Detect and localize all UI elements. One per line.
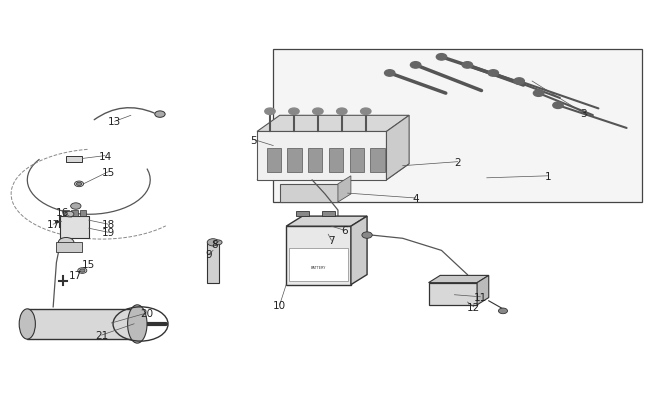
Text: 16: 16 <box>57 208 70 217</box>
Ellipse shape <box>20 309 35 339</box>
Text: 3: 3 <box>580 109 587 119</box>
Circle shape <box>337 109 347 115</box>
Circle shape <box>80 269 85 273</box>
Polygon shape <box>273 50 642 202</box>
Text: 20: 20 <box>140 308 153 318</box>
Text: 9: 9 <box>205 250 212 260</box>
Bar <box>289 249 348 281</box>
Text: 21: 21 <box>95 330 109 340</box>
Text: 17: 17 <box>69 270 83 280</box>
Text: 5: 5 <box>250 135 257 145</box>
Circle shape <box>436 55 447 61</box>
Circle shape <box>71 203 81 210</box>
Bar <box>308 148 322 173</box>
Bar <box>57 243 83 253</box>
Text: 18: 18 <box>101 220 115 230</box>
Bar <box>27 309 137 339</box>
Circle shape <box>534 91 544 97</box>
Text: BATTERY: BATTERY <box>311 265 326 269</box>
Circle shape <box>361 109 371 115</box>
Bar <box>72 211 78 217</box>
Text: 1: 1 <box>545 171 552 181</box>
Text: 19: 19 <box>101 228 115 238</box>
Bar <box>80 211 86 217</box>
Bar <box>207 243 219 283</box>
Circle shape <box>488 70 499 77</box>
Bar <box>280 184 338 202</box>
Bar <box>329 148 343 173</box>
Circle shape <box>289 109 299 115</box>
Bar <box>296 212 309 217</box>
Circle shape <box>362 232 372 239</box>
Polygon shape <box>387 116 409 180</box>
Bar <box>370 148 385 173</box>
Bar <box>428 283 477 305</box>
Ellipse shape <box>127 305 147 343</box>
Circle shape <box>265 109 275 115</box>
Text: 15: 15 <box>82 260 96 270</box>
Polygon shape <box>257 164 409 180</box>
Circle shape <box>65 212 74 217</box>
Bar <box>286 227 351 285</box>
Circle shape <box>552 103 563 109</box>
Circle shape <box>410 62 421 69</box>
Circle shape <box>313 109 323 115</box>
Text: 11: 11 <box>474 292 487 302</box>
Polygon shape <box>257 116 409 132</box>
Bar <box>287 148 302 173</box>
Circle shape <box>499 308 508 314</box>
Polygon shape <box>338 176 351 202</box>
Bar <box>60 217 89 239</box>
Text: 13: 13 <box>108 117 122 127</box>
Polygon shape <box>257 132 387 180</box>
Circle shape <box>78 268 87 274</box>
Bar <box>66 156 83 162</box>
Circle shape <box>385 70 395 77</box>
Circle shape <box>214 240 222 245</box>
Circle shape <box>75 181 84 187</box>
Text: 7: 7 <box>328 236 335 246</box>
Text: 4: 4 <box>412 194 419 203</box>
Text: 2: 2 <box>454 157 461 167</box>
Bar <box>266 148 281 173</box>
Text: 17: 17 <box>47 220 60 230</box>
Circle shape <box>462 62 473 69</box>
Text: 15: 15 <box>101 167 115 177</box>
Circle shape <box>155 112 165 118</box>
Bar <box>322 212 335 217</box>
Text: 8: 8 <box>212 240 218 250</box>
Polygon shape <box>286 217 367 227</box>
Circle shape <box>207 239 219 246</box>
Circle shape <box>58 238 74 247</box>
Text: 10: 10 <box>273 300 286 310</box>
Text: 12: 12 <box>467 302 480 312</box>
Circle shape <box>77 183 82 186</box>
Text: 14: 14 <box>98 151 112 161</box>
Text: 6: 6 <box>341 226 348 236</box>
Circle shape <box>514 79 525 85</box>
Polygon shape <box>351 217 367 285</box>
Polygon shape <box>477 276 489 305</box>
Polygon shape <box>428 276 489 283</box>
Bar <box>63 211 70 217</box>
Bar <box>350 148 364 173</box>
